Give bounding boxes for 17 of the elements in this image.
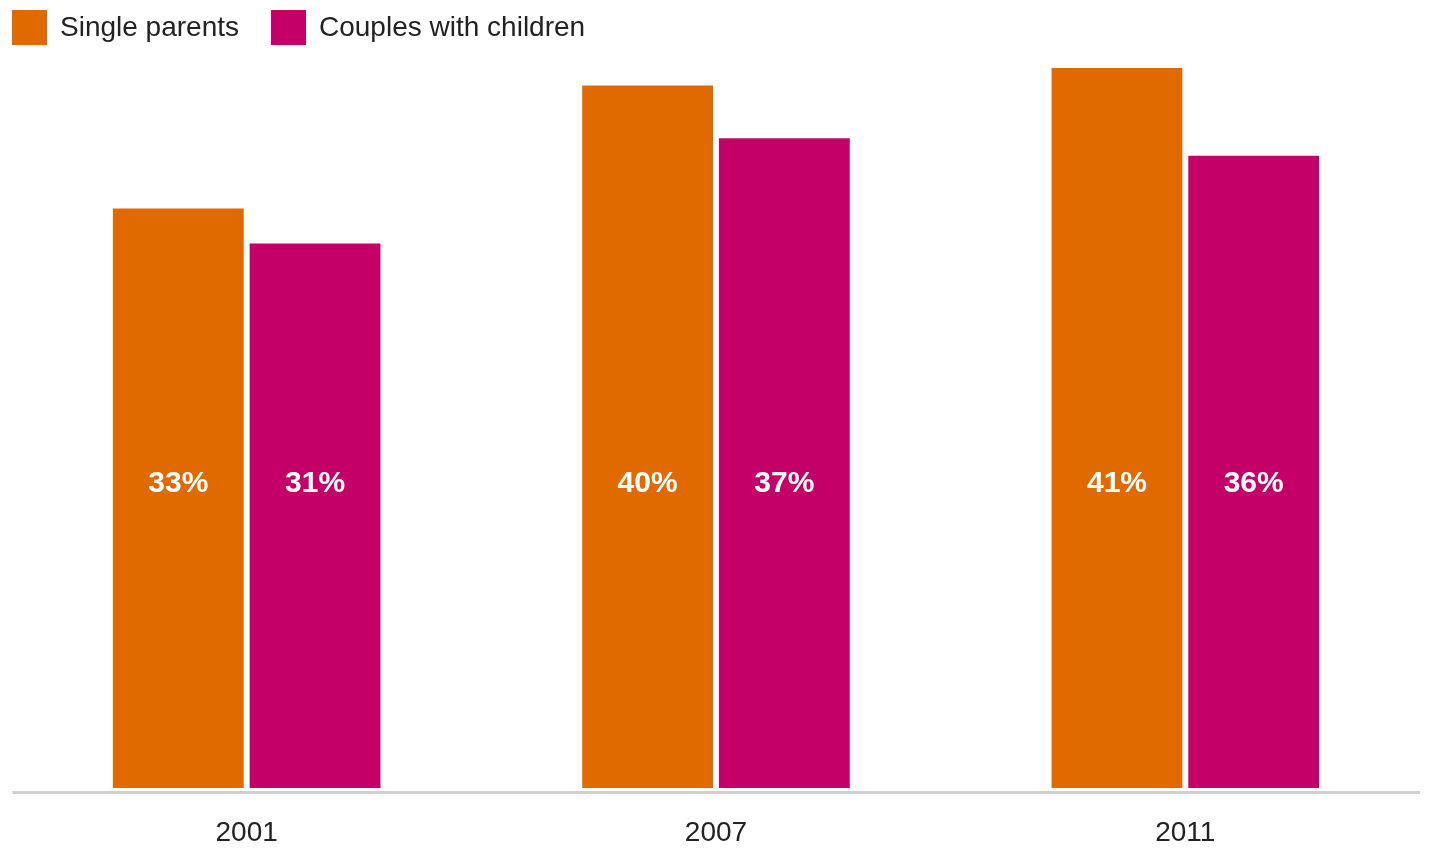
data-label: 40% bbox=[617, 465, 678, 498]
legend-label: Single parents bbox=[60, 10, 240, 42]
data-label: 36% bbox=[1223, 465, 1284, 498]
data-label: 31% bbox=[285, 465, 346, 498]
bar bbox=[1188, 155, 1320, 788]
bar bbox=[1051, 68, 1183, 788]
data-label: 33% bbox=[148, 465, 209, 498]
bar bbox=[249, 243, 381, 788]
x-tick-label: 2011 bbox=[1155, 815, 1216, 847]
bar bbox=[718, 138, 850, 788]
x-tick-label: 2001 bbox=[215, 815, 278, 847]
bar bbox=[112, 208, 244, 788]
data-label: 37% bbox=[754, 465, 815, 498]
legend-label: Couples with children bbox=[319, 10, 586, 42]
x-tick-label: 2007 bbox=[684, 815, 748, 847]
bar bbox=[582, 85, 714, 788]
data-label: 41% bbox=[1086, 465, 1147, 498]
